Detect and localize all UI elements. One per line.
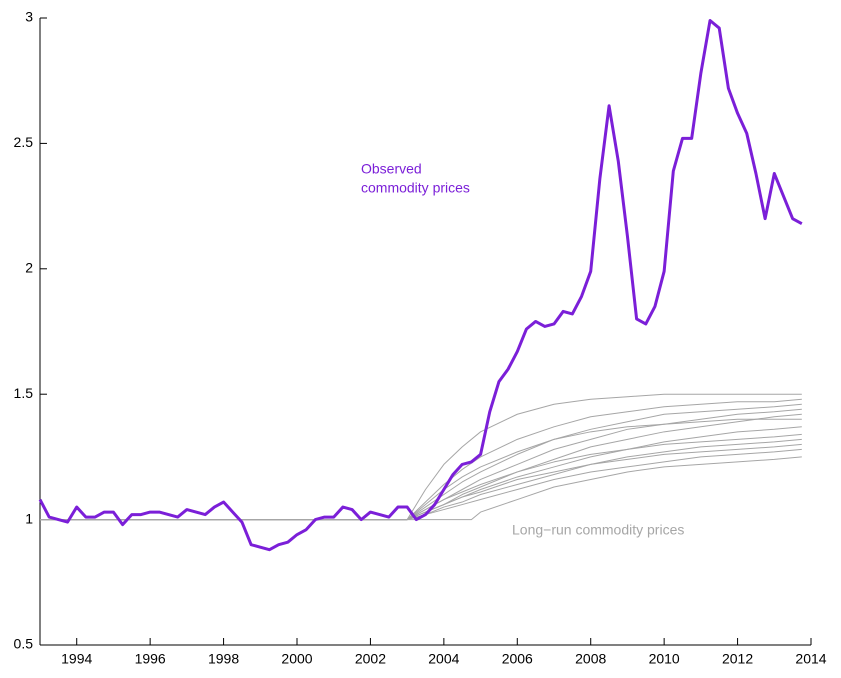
y-tick-label: 0.5 [14,636,34,652]
series-line [40,408,802,521]
y-tick-label: 3 [25,9,33,25]
annotation: Long−run commodity prices [512,522,684,538]
annotation: commodity prices [361,180,470,196]
series-line [40,456,802,521]
series-line [40,393,802,521]
x-tick-label: 2010 [649,651,680,667]
series-line [38,19,803,552]
y-tick-label: 2.5 [14,134,34,150]
series-line [40,398,802,521]
x-tick-label: 2014 [795,651,826,667]
y-tick-label: 2 [25,260,33,276]
series-line [40,448,802,521]
x-tick-label: 1998 [208,651,239,667]
y-tick-label: 1 [25,510,33,526]
y-tick-label: 1.5 [14,385,34,401]
series-line [40,426,802,521]
series-line [40,418,802,521]
x-tick-label: 2004 [428,651,459,667]
series-line [40,438,802,521]
x-tick-label: 2002 [355,651,386,667]
annotation: Observed [361,161,422,177]
x-tick-label: 1994 [61,651,92,667]
x-tick-label: 1996 [135,651,166,667]
x-tick-label: 2000 [281,651,312,667]
x-tick-label: 2006 [502,651,533,667]
x-tick-label: 2012 [722,651,753,667]
series-line [40,413,802,521]
x-tick-label: 2008 [575,651,606,667]
